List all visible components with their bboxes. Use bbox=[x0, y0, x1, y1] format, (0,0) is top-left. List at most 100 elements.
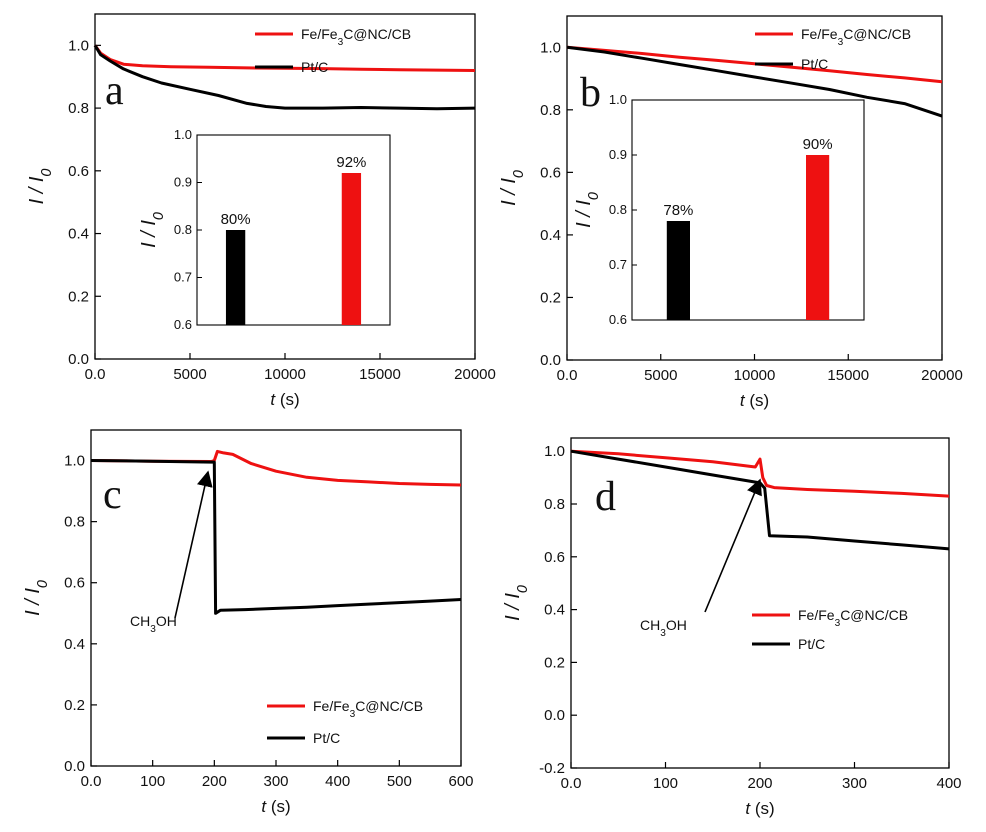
x-tick-label: 500 bbox=[387, 773, 412, 790]
plot-frame bbox=[90, 429, 462, 767]
subscript: 0 bbox=[151, 212, 167, 220]
text-run: I / I bbox=[22, 588, 44, 616]
panel-a: 0.0 5000 10000 15000 20000 0.0 0.2 0.4 0.6 0.8 1.0… bbox=[26, 13, 496, 409]
x-tick-label: 20000 bbox=[454, 366, 496, 383]
panel-d: 0.0 100 200 300 400-0.20.00.20.40.60.81.0t (… bbox=[502, 437, 962, 818]
plot-frame bbox=[570, 437, 950, 769]
x-axis-label: t (s) bbox=[261, 797, 290, 816]
inset-y-tick-label: 0.6 bbox=[174, 317, 192, 332]
x-axis-variable: t bbox=[261, 797, 267, 816]
text-run: Fe/Fe bbox=[798, 607, 835, 623]
text-run: OH bbox=[666, 617, 687, 633]
y-tick-label: 0.6 bbox=[540, 164, 561, 181]
text-run: CH bbox=[640, 617, 660, 633]
series-line bbox=[566, 45, 943, 84]
inset-y-axis-label: I / I0 bbox=[573, 192, 602, 228]
x-tick-label: 200 bbox=[202, 773, 227, 790]
text-run: I / I bbox=[573, 200, 595, 228]
x-tick-label: 100 bbox=[140, 773, 165, 790]
x-axis-unit: (s) bbox=[275, 390, 300, 409]
subscript: 3 bbox=[838, 37, 844, 48]
x-axis-label: t (s) bbox=[745, 799, 774, 818]
y-tick-label: 0.2 bbox=[64, 697, 85, 714]
legend-label: Fe/Fe3C@NC/CB bbox=[801, 26, 911, 48]
inset-y-tick-label: 0.8 bbox=[174, 222, 192, 237]
y-tick-label: 0.4 bbox=[544, 602, 565, 619]
x-axis-unit: (s) bbox=[750, 799, 775, 818]
y-axis-label: I / I0 bbox=[502, 585, 531, 621]
legend-label: Pt/C bbox=[798, 636, 825, 652]
x-tick-label: 600 bbox=[448, 773, 473, 790]
series-line bbox=[93, 44, 476, 72]
legend-label: Fe/Fe3C@NC/CB bbox=[301, 26, 411, 48]
inset-y-axis-label: I / I0 bbox=[138, 212, 167, 248]
inset-bar bbox=[666, 221, 690, 320]
x-tick-label: 300 bbox=[263, 773, 288, 790]
x-axis-variable: t bbox=[270, 390, 276, 409]
inset-bar bbox=[225, 230, 246, 325]
y-tick-label: 0.4 bbox=[68, 226, 89, 243]
y-tick-label: 0.6 bbox=[68, 163, 89, 180]
y-tick-label: 0.2 bbox=[540, 289, 561, 306]
text-run: Fe/Fe bbox=[301, 26, 338, 42]
legend-label: Pt/C bbox=[313, 730, 340, 746]
annotation-label: CH3OH bbox=[130, 613, 177, 635]
series-line bbox=[93, 44, 476, 111]
y-tick-label: 0.2 bbox=[544, 654, 565, 671]
x-tick-label: 400 bbox=[325, 773, 350, 790]
inset-bar bbox=[341, 173, 362, 325]
text-run: I / I bbox=[26, 176, 48, 204]
x-axis-label: t (s) bbox=[270, 390, 299, 409]
y-tick-label: 0.6 bbox=[64, 575, 85, 592]
y-tick-label: 0.8 bbox=[540, 102, 561, 119]
y-tick-label: 0.0 bbox=[64, 758, 85, 775]
subscript: 3 bbox=[350, 709, 356, 720]
subscript: 3 bbox=[835, 618, 841, 629]
x-axis-variable: t bbox=[740, 391, 746, 410]
y-axis-label: I / I0 bbox=[498, 170, 527, 206]
text-run: Fe/Fe bbox=[801, 26, 838, 42]
legend-label: Pt/C bbox=[301, 59, 328, 75]
series-line bbox=[566, 45, 943, 118]
y-tick-label: 0.6 bbox=[544, 549, 565, 566]
text-run: Pt/C bbox=[801, 56, 828, 72]
legend-label: Pt/C bbox=[801, 56, 828, 72]
text-run: C@NC/CB bbox=[840, 607, 908, 623]
subscript: 0 bbox=[511, 170, 527, 178]
inset-y-tick-label: 0.9 bbox=[609, 147, 627, 162]
y-tick-label: 0.0 bbox=[544, 707, 565, 724]
inset-chart: 0.6 0.7 0.8 0.9 1.0 I / I0 78% 90% bbox=[573, 92, 865, 327]
text-run: C@NC/CB bbox=[843, 26, 911, 42]
x-tick-label: 0.0 bbox=[557, 367, 578, 384]
text-run: Fe/Fe bbox=[313, 698, 350, 714]
subscript: 3 bbox=[338, 37, 344, 48]
subscript: 3 bbox=[150, 624, 156, 635]
panel-c: 0.0 100 200 300 400 500 600 0.0 0.2 0.4 0.6 0.8 1.0 t… bbox=[22, 429, 474, 816]
y-tick-label: 1.0 bbox=[64, 453, 85, 470]
subscript: 0 bbox=[586, 192, 602, 200]
y-tick-label: 0.0 bbox=[68, 351, 89, 368]
panel-tag: b bbox=[580, 70, 601, 116]
series-line bbox=[90, 449, 462, 487]
inset-y-tick-label: 0.6 bbox=[609, 312, 627, 327]
x-tick-label: 300 bbox=[842, 775, 867, 792]
text-run: C@NC/CB bbox=[343, 26, 411, 42]
panel-tag: d bbox=[595, 474, 616, 520]
series-line bbox=[90, 459, 462, 615]
text-run: Pt/C bbox=[313, 730, 340, 746]
x-tick-label: 0.0 bbox=[85, 366, 106, 383]
y-axis-label: I / I0 bbox=[26, 169, 55, 205]
inset-bar-label: 90% bbox=[803, 136, 833, 153]
y-tick-label: 0.8 bbox=[68, 100, 89, 117]
series-line bbox=[570, 449, 950, 551]
annotation-arrow bbox=[174, 470, 213, 619]
panel-tag: a bbox=[105, 68, 124, 114]
panel-b: 0.0 5000 10000 15000 20000 0.0 0.2 0.4 0.6 0.8 1.0… bbox=[498, 15, 963, 410]
x-tick-label: 400 bbox=[936, 775, 961, 792]
inset-bar-label: 80% bbox=[221, 211, 251, 228]
subscript: 0 bbox=[35, 580, 51, 588]
y-axis-label: I / I0 bbox=[22, 580, 51, 616]
x-tick-label: 10000 bbox=[734, 367, 776, 384]
x-tick-label: 0.0 bbox=[81, 773, 102, 790]
